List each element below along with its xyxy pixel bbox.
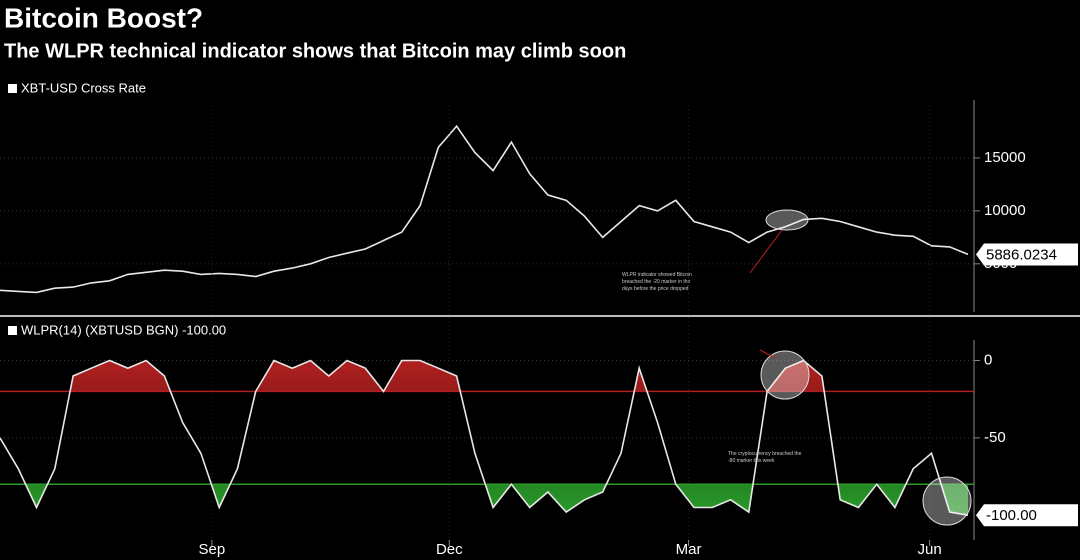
line	[0, 124, 969, 294]
annotation-box: The cryptocurrency breached the -80 mark…	[728, 451, 802, 464]
annotation: WLPR indicator showed Bitcoin breached t…	[622, 272, 692, 292]
legend-label: XBT-USD Cross Rate	[21, 80, 146, 95]
y-tick-label: 10000	[984, 202, 1026, 219]
highlight	[760, 350, 810, 400]
legend-swatch	[8, 84, 17, 93]
last-value-label: -100.00	[986, 507, 1037, 524]
y-tick-label: -50	[984, 429, 1006, 446]
last-value-box	[976, 243, 1078, 266]
chart-subtitle: The WLPR technical indicator shows that …	[4, 40, 626, 62]
highlight	[922, 476, 972, 526]
line	[0, 359, 969, 516]
annotation-box: WLPR indicator showed Bitcoin breached t…	[622, 272, 692, 292]
pointer	[759, 349, 776, 359]
x-tick-label: Jun	[918, 541, 942, 558]
y-tick-label: 15000	[984, 149, 1026, 166]
x-tick-label: Dec	[436, 541, 463, 558]
legend-swatch	[8, 326, 17, 335]
legend-label: WLPR(14) (XBTUSD BGN) -100.00	[21, 322, 226, 337]
x-tick-label: Sep	[199, 541, 226, 558]
pointer	[749, 229, 783, 274]
y-tick-label: 0	[984, 351, 992, 368]
annotation: The cryptocurrency breached the -80 mark…	[728, 451, 802, 464]
last-value-label: 5886.0234	[986, 246, 1057, 263]
highlight	[765, 209, 809, 231]
x-tick-label: Mar	[676, 541, 702, 558]
last-value-box	[976, 504, 1078, 527]
chart-title: Bitcoin Boost?	[4, 2, 203, 33]
upper-area	[70, 360, 825, 392]
lower-area	[0, 484, 968, 516]
